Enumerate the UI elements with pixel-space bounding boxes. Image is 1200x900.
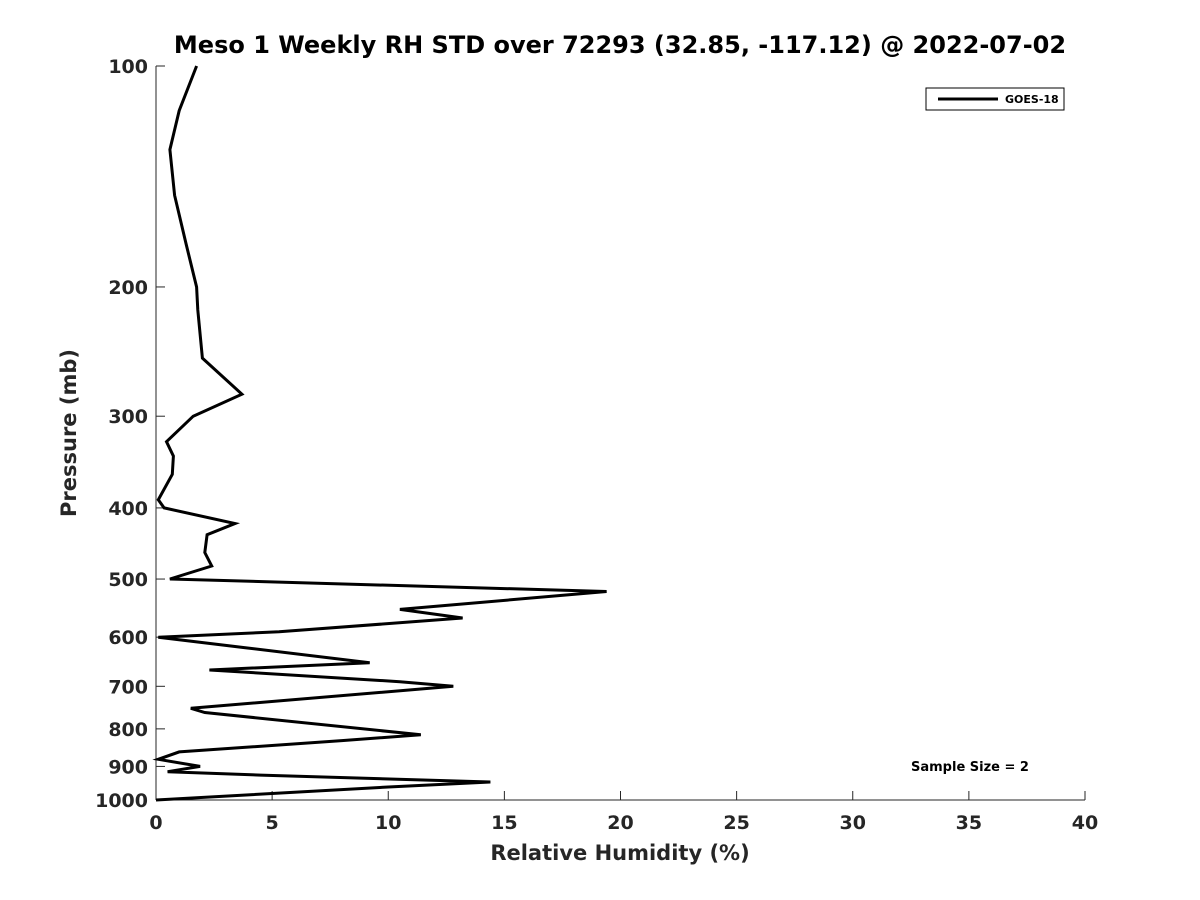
y-tick-label: 300 (108, 406, 148, 428)
y-axis-label: Pressure (mb) (57, 349, 81, 517)
x-tick-label: 5 (266, 812, 279, 834)
plot-axes (155, 66, 1085, 801)
y-ticks: 100 200 300 400 500 600 700 800 900 1000 (95, 56, 165, 812)
x-axis-label: Relative Humidity (%) (490, 841, 749, 865)
chart-title: Meso 1 Weekly RH STD over 72293 (32.85, … (174, 31, 1066, 59)
y-tick-label: 400 (108, 498, 148, 520)
y-tick-label: 600 (108, 627, 148, 649)
legend-label-goes-18: GOES-18 (1005, 93, 1059, 106)
y-tick-label: 1000 (95, 790, 148, 812)
series-line-goes-18 (152, 65, 607, 802)
legend: GOES-18 (925, 87, 1065, 111)
y-tick-label: 200 (108, 277, 148, 299)
x-ticks: 0 5 10 15 20 25 30 35 40 (149, 791, 1098, 834)
x-tick-label: 20 (607, 812, 633, 834)
x-tick-label: 25 (723, 812, 749, 834)
y-tick-label: 500 (108, 569, 148, 591)
x-tick-label: 30 (840, 812, 866, 834)
y-tick-label: 100 (108, 56, 148, 78)
x-tick-label: 15 (491, 812, 517, 834)
y-tick-label: 700 (108, 676, 148, 698)
y-tick-label: 800 (108, 719, 148, 741)
y-tick-label: 900 (108, 756, 148, 778)
x-tick-label: 40 (1072, 812, 1098, 834)
sample-size-annotation: Sample Size = 2 (911, 760, 1029, 775)
series-layer (152, 65, 607, 802)
x-tick-label: 35 (956, 812, 982, 834)
x-tick-label: 0 (149, 812, 162, 834)
x-tick-label: 10 (375, 812, 401, 834)
